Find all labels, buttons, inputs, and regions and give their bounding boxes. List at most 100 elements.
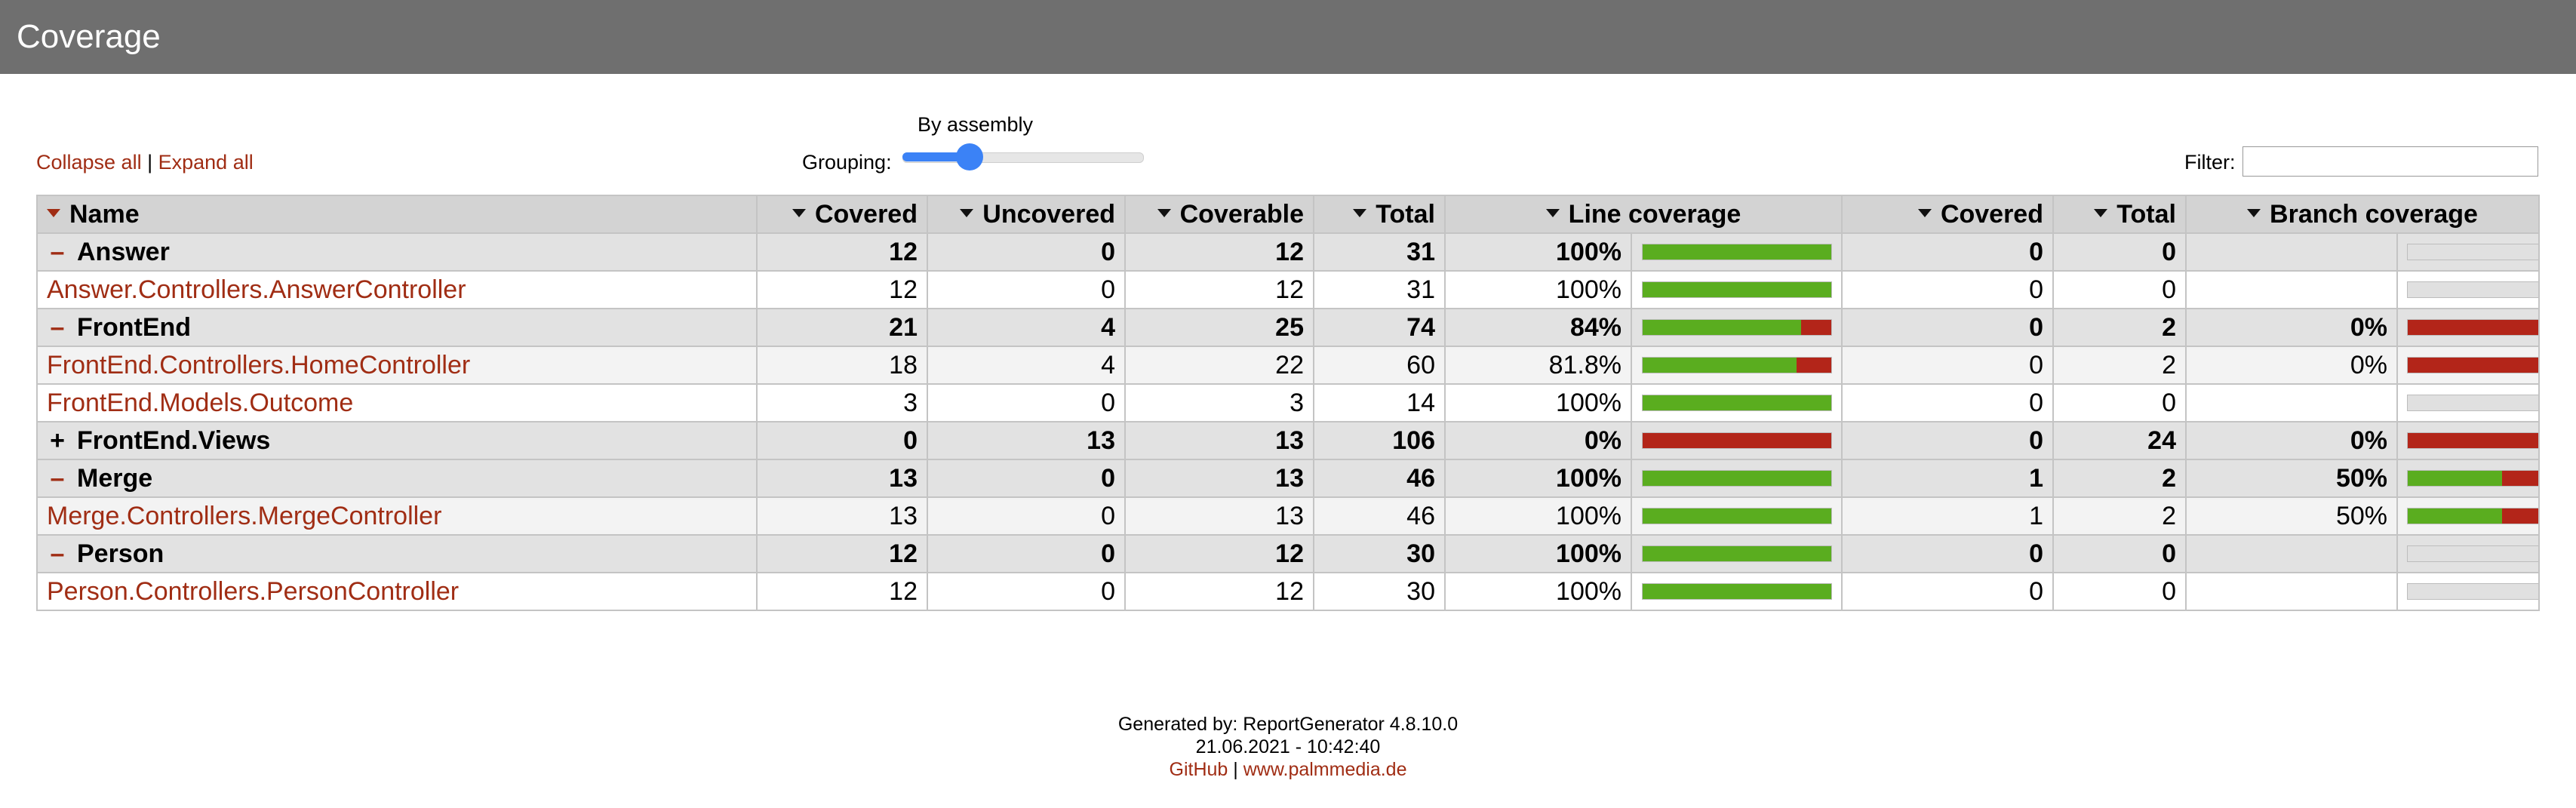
class-link[interactable]: Merge.Controllers.MergeController xyxy=(47,501,442,530)
coverable-cell: 12 xyxy=(1124,232,1314,272)
assembly-name[interactable]: Answer xyxy=(77,237,170,266)
branch-covered-cell: 1 xyxy=(1841,496,2054,536)
branch-coverage-bar xyxy=(2407,281,2538,298)
total-cell: 31 xyxy=(1313,270,1446,309)
collapse-all-link[interactable]: Collapse all xyxy=(36,151,142,174)
footer-separator: | xyxy=(1233,759,1238,780)
line-coverage-percent: 100% xyxy=(1444,383,1632,422)
grouping-slider[interactable] xyxy=(902,143,1144,171)
assembly-name[interactable]: FrontEnd.Views xyxy=(77,426,271,455)
uncovered-segment xyxy=(2502,508,2538,524)
uncovered-segment xyxy=(1800,320,1831,335)
covered-cell: 12 xyxy=(756,232,928,272)
sort-icon xyxy=(1353,209,1367,218)
covered-cell: 13 xyxy=(756,496,928,536)
assembly-name-cell: – FrontEnd xyxy=(36,308,758,347)
column-header-total[interactable]: Total xyxy=(1313,195,1446,234)
branch-coverage-bar xyxy=(2407,470,2538,487)
covered-cell: 18 xyxy=(756,346,928,385)
column-header-name[interactable]: Name xyxy=(36,195,758,234)
branch-total-cell: 2 xyxy=(2052,459,2187,498)
line-coverage-bar-cell xyxy=(1631,270,1843,309)
covered-cell: 12 xyxy=(756,534,928,573)
website-link[interactable]: www.palmmedia.de xyxy=(1243,759,1407,780)
line-coverage-percent: 100% xyxy=(1444,496,1632,536)
line-coverage-bar xyxy=(1641,470,1832,487)
branch-coverage-percent xyxy=(2185,534,2398,573)
sort-icon xyxy=(960,209,974,218)
total-cell: 30 xyxy=(1313,572,1446,611)
branch-coverage-bar xyxy=(2407,357,2538,373)
column-header-coverable[interactable]: Coverable xyxy=(1124,195,1314,234)
total-cell: 30 xyxy=(1313,534,1446,573)
collapse-icon[interactable]: – xyxy=(50,539,65,568)
line-coverage-percent: 100% xyxy=(1444,270,1632,309)
branch-coverage-bar-cell xyxy=(2396,346,2540,385)
generator-info: Generated by: ReportGenerator 4.8.10.0 xyxy=(1117,714,1459,735)
assembly-name[interactable]: Person xyxy=(77,539,164,568)
column-header-branch-coverage[interactable]: Branch coverage xyxy=(2185,195,2540,234)
column-header-branch-total[interactable]: Total xyxy=(2052,195,2187,234)
branch-coverage-bar-cell xyxy=(2396,308,2540,347)
generated-date: 21.06.2021 - 10:42:40 xyxy=(1195,736,1381,757)
class-row: Merge.Controllers.MergeController 13 0 13 46… xyxy=(36,496,2540,536)
class-name-cell: Person.Controllers.PersonController xyxy=(36,572,758,611)
branch-coverage-bar xyxy=(2407,319,2538,336)
assembly-row: – Person 12 0 12 30 100% 0 0 xyxy=(36,534,2540,573)
line-coverage-bar-cell xyxy=(1631,459,1843,498)
coverable-cell: 3 xyxy=(1124,383,1314,422)
class-row: FrontEnd.Models.Outcome 3 0 3 14 100% 0 0 xyxy=(36,383,2540,422)
class-link[interactable]: FrontEnd.Models.Outcome xyxy=(47,388,354,417)
coverage-table-body: – Answer 12 0 12 31 100% 0 0 Answer.Controllers.A… xyxy=(36,232,2540,611)
github-link[interactable]: GitHub xyxy=(1169,759,1228,780)
branch-covered-cell: 0 xyxy=(1841,232,2054,272)
page-title: Coverage xyxy=(17,18,161,55)
covered-segment xyxy=(1642,358,1797,373)
class-name-cell: Merge.Controllers.MergeController xyxy=(36,496,758,536)
column-header-line-coverage[interactable]: Line coverage xyxy=(1444,195,1843,234)
page-header: Coverage xyxy=(0,0,2576,74)
assembly-name[interactable]: Merge xyxy=(77,463,153,493)
branch-coverage-percent xyxy=(2185,572,2398,611)
column-header-branch-covered[interactable]: Covered xyxy=(1841,195,2054,234)
line-coverage-percent: 84% xyxy=(1444,308,1632,347)
class-link[interactable]: FrontEnd.Controllers.HomeController xyxy=(47,350,471,379)
column-header-uncovered[interactable]: Uncovered xyxy=(927,195,1126,234)
assembly-name[interactable]: FrontEnd xyxy=(77,312,192,342)
coverable-cell: 12 xyxy=(1124,270,1314,309)
class-link[interactable]: Answer.Controllers.AnswerController xyxy=(47,275,466,304)
sort-icon xyxy=(792,209,806,218)
class-link[interactable]: Person.Controllers.PersonController xyxy=(47,576,460,606)
line-coverage-percent: 0% xyxy=(1444,421,1632,460)
filter-input[interactable] xyxy=(2242,146,2538,177)
collapse-icon[interactable]: – xyxy=(50,312,65,342)
slider-thumb[interactable] xyxy=(956,143,983,171)
collapse-icon[interactable]: – xyxy=(50,463,65,493)
uncovered-cell: 0 xyxy=(927,534,1126,573)
branch-coverage-bar xyxy=(2407,432,2538,449)
links-separator: | xyxy=(147,151,153,174)
branch-coverage-bar xyxy=(2407,508,2538,524)
line-coverage-percent: 100% xyxy=(1444,572,1632,611)
covered-cell: 13 xyxy=(756,459,928,498)
branch-coverage-bar xyxy=(2407,244,2538,260)
branch-covered-cell: 1 xyxy=(1841,459,2054,498)
branch-coverage-percent: 0% xyxy=(2185,421,2398,460)
collapse-icon[interactable]: – xyxy=(50,237,65,266)
covered-segment xyxy=(2408,508,2502,524)
branch-covered-cell: 0 xyxy=(1841,308,2054,347)
uncovered-cell: 0 xyxy=(927,496,1126,536)
covered-segment xyxy=(2408,471,2502,486)
class-row: Person.Controllers.PersonController 12 0 12… xyxy=(36,572,2540,611)
line-coverage-bar-cell xyxy=(1631,496,1843,536)
column-header-covered[interactable]: Covered xyxy=(756,195,928,234)
coverable-cell: 25 xyxy=(1124,308,1314,347)
branch-covered-cell: 0 xyxy=(1841,346,2054,385)
expand-all-link[interactable]: Expand all xyxy=(158,151,254,174)
class-name-cell: Answer.Controllers.AnswerController xyxy=(36,270,758,309)
total-cell: 31 xyxy=(1313,232,1446,272)
coverable-cell: 13 xyxy=(1124,496,1314,536)
expand-icon[interactable]: + xyxy=(50,426,65,455)
total-cell: 46 xyxy=(1313,459,1446,498)
branch-covered-cell: 0 xyxy=(1841,270,2054,309)
